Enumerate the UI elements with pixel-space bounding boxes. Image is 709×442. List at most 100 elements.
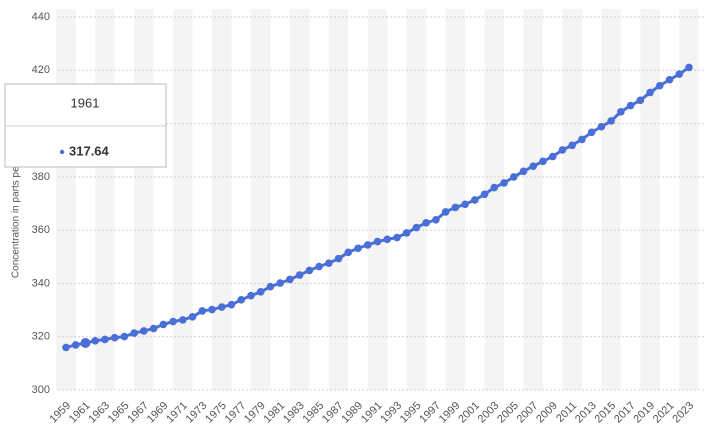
y-axis-label: Concentration in parts per million — [11, 132, 22, 278]
point — [120, 332, 129, 341]
x-tick-label: 2001 — [456, 400, 482, 426]
x-tick-label: 1993 — [378, 400, 404, 426]
point — [80, 338, 91, 349]
point — [315, 262, 323, 271]
x-tick-label: 1977 — [223, 400, 249, 426]
point — [149, 324, 158, 333]
point — [237, 296, 246, 304]
point — [607, 117, 615, 125]
point — [276, 279, 284, 287]
point — [432, 216, 440, 224]
x-tick-label: 1997 — [417, 400, 443, 426]
point — [198, 307, 207, 315]
marks — [62, 63, 693, 352]
point — [578, 135, 586, 144]
x-tick-label: 1995 — [398, 400, 424, 426]
point — [393, 233, 401, 242]
x-tick-label: 1975 — [203, 400, 229, 426]
point — [344, 248, 353, 257]
tooltip-value: 317.64 — [69, 143, 110, 158]
y-tick-label: 340 — [32, 277, 50, 289]
x-tick-label: 1963 — [86, 400, 112, 426]
point — [286, 275, 294, 284]
point — [373, 237, 382, 246]
point — [422, 219, 430, 227]
x-tick-label: 2019 — [631, 400, 657, 426]
point — [227, 300, 236, 309]
point — [539, 157, 547, 166]
point — [110, 333, 119, 342]
x-tick-label: 1959 — [47, 400, 73, 426]
y-tick-label: 320 — [32, 331, 50, 343]
point — [665, 75, 674, 84]
column-stripe — [173, 9, 193, 390]
column-stripe — [367, 9, 388, 390]
point — [295, 271, 304, 279]
point — [169, 317, 177, 326]
column-stripe — [289, 9, 310, 390]
point — [587, 128, 596, 137]
column-stripe — [601, 9, 621, 390]
column-stripe — [484, 9, 505, 390]
point — [354, 244, 362, 253]
point — [101, 335, 109, 344]
point — [266, 282, 275, 291]
point — [529, 162, 538, 170]
point — [490, 183, 499, 192]
point — [62, 343, 70, 352]
x-tick-label: 1967 — [125, 400, 151, 426]
y-tick-label: 420 — [32, 64, 50, 76]
plot-background — [56, 9, 699, 390]
point — [179, 316, 187, 324]
point — [363, 241, 372, 249]
point — [548, 152, 557, 161]
point — [71, 341, 80, 349]
point — [159, 320, 168, 329]
point — [558, 146, 567, 154]
x-tick-label: 1987 — [320, 400, 346, 426]
point — [402, 229, 411, 237]
point — [461, 200, 469, 209]
x-tick-label: 2009 — [534, 400, 560, 426]
x-tick-label: 2005 — [495, 400, 521, 426]
point — [626, 101, 635, 110]
y-tick-label: 380 — [32, 171, 50, 183]
point — [441, 208, 450, 216]
point — [188, 313, 197, 321]
point — [519, 167, 528, 176]
tooltip: 1961 317.64 — [4, 83, 167, 168]
x-tick-label: 2015 — [593, 400, 619, 426]
x-tick-label: 1985 — [300, 400, 326, 426]
x-tick-label: 1999 — [437, 400, 463, 426]
y-tick-label: 440 — [32, 11, 50, 23]
point — [675, 70, 684, 78]
point — [412, 223, 421, 232]
point — [509, 173, 518, 181]
x-tick-label: 1971 — [164, 400, 190, 426]
point — [685, 63, 693, 72]
x-tick-label: 2013 — [573, 400, 599, 426]
x-tick-label: 2021 — [651, 400, 677, 426]
x-tick-label: 1973 — [184, 400, 210, 426]
point — [140, 327, 148, 335]
point — [208, 305, 216, 314]
y-tick-label: 300 — [32, 384, 50, 396]
column-stripe — [406, 9, 427, 390]
column-stripe — [95, 9, 115, 390]
x-tick-label: 1991 — [359, 400, 385, 426]
point — [471, 196, 479, 204]
x-tick-label: 1989 — [339, 400, 365, 426]
tooltip-title: 1961 — [71, 95, 100, 110]
tooltip-dot — [59, 149, 65, 155]
point — [655, 81, 664, 90]
point — [247, 291, 255, 300]
column-stripe — [212, 9, 232, 390]
x-tick-label: 2007 — [515, 400, 541, 426]
point — [597, 122, 606, 131]
x-tick-label: 1979 — [242, 400, 268, 426]
y-tick-label: 360 — [32, 224, 50, 236]
x-tick-label: 2011 — [554, 400, 579, 425]
x-tick-label: 2003 — [476, 400, 502, 426]
point — [480, 190, 489, 199]
